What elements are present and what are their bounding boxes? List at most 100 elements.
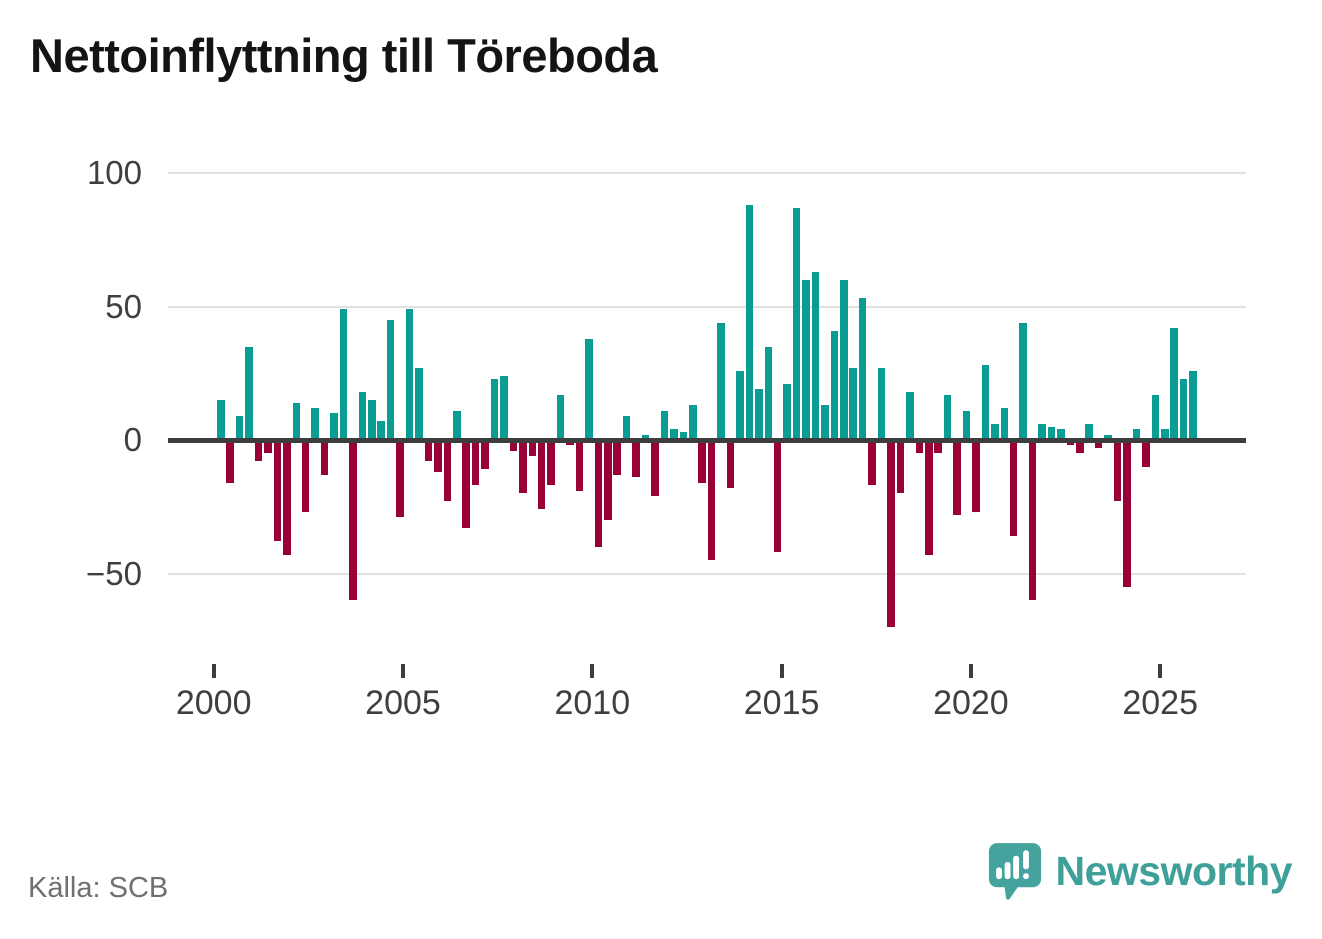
- bar-2008-q2: [528, 440, 537, 457]
- bar-2017-q2: [868, 440, 876, 486]
- bar-2024-q3: [1142, 440, 1150, 467]
- bar-2004-q4: [396, 440, 404, 518]
- bar-2008-q4: [547, 440, 555, 486]
- bar-2022-q2: [1057, 429, 1065, 440]
- newsworthy-wordmark: Newsworthy: [1055, 847, 1293, 894]
- bar-2019-q2: [943, 394, 952, 440]
- bar-2011-q1: [632, 440, 640, 478]
- bar-2005-q2: [415, 367, 423, 440]
- bar-2007-q1: [481, 440, 489, 470]
- bar-2011-q4: [660, 410, 669, 440]
- bar-2004-q3: [386, 319, 395, 440]
- y-tick-label-0: 0: [123, 421, 142, 458]
- bar-2013-q4: [736, 370, 744, 440]
- x-tick-2000: [211, 664, 216, 678]
- bar-2000-q2: [226, 440, 234, 483]
- bar-2023-q2: [1094, 440, 1103, 448]
- bar-2014-q4: [773, 440, 782, 553]
- bar-2000-q1: [217, 399, 225, 440]
- bar-2022-q4: [1076, 440, 1084, 454]
- newsworthy-logo-icon: [988, 843, 1041, 900]
- bar-2010-q1: [594, 440, 603, 547]
- bar-2018-q4: [925, 440, 933, 555]
- y-tick-label-50: 50: [105, 287, 142, 325]
- bar-2021-q2: [1019, 322, 1027, 440]
- bar-2024-q2: [1132, 429, 1141, 440]
- x-tick-2020: [968, 664, 973, 678]
- x-tick-label-2005: 2005: [365, 684, 441, 722]
- bar-2006-q3: [462, 440, 470, 529]
- bar-2018-q1: [896, 440, 905, 494]
- bar-2011-q2: [641, 434, 650, 440]
- bar-2015-q4: [811, 271, 820, 440]
- bar-2017-q1: [858, 298, 867, 440]
- bar-2013-q2: [717, 322, 725, 440]
- y-tick-label-minus50: −50: [86, 554, 142, 592]
- x-tick-2005: [401, 664, 405, 678]
- bar-2007-q4: [509, 440, 518, 451]
- bar-2006-q2: [453, 410, 461, 440]
- bar-2011-q3: [651, 440, 659, 497]
- bar-2003-q2: [339, 309, 348, 440]
- bar-2019-q4: [962, 410, 971, 440]
- bar-2001-q1: [254, 440, 263, 462]
- bar-2010-q4: [622, 415, 631, 440]
- y-tick-label-100: 100: [86, 154, 142, 191]
- chart-title: Nettoinflyttning till Töreboda: [30, 29, 658, 82]
- bar-2015-q3: [802, 279, 810, 440]
- bar-2022-q1: [1047, 426, 1056, 440]
- bar-2025-q4: [1189, 370, 1197, 440]
- bar-2016-q1: [821, 405, 829, 440]
- bar-2021-q4: [1038, 423, 1046, 440]
- x-tick-label-2010: 2010: [554, 684, 631, 722]
- x-tick-2010: [590, 664, 595, 678]
- bar-2001-q4: [283, 440, 291, 555]
- bar-2023-q3: [1104, 434, 1112, 440]
- bar-2001-q3: [273, 440, 282, 542]
- bar-2013-q1: [707, 440, 716, 561]
- newsworthy-logo: Newsworthy: [988, 842, 1293, 900]
- bar-2015-q2: [792, 207, 801, 440]
- bar-2021-q3: [1028, 440, 1037, 601]
- bar-2023-q4: [1113, 440, 1122, 502]
- bar-2017-q3: [877, 367, 886, 440]
- bar-2002-q3: [311, 407, 319, 440]
- bar-2025-q3: [1179, 378, 1188, 440]
- bar-2022-q3: [1066, 440, 1075, 446]
- bar-2002-q2: [301, 440, 310, 513]
- gridline--50: [168, 572, 1246, 575]
- x-tick-2015: [779, 664, 784, 678]
- bar-2018-q3: [915, 440, 924, 454]
- bar-2017-q4: [887, 440, 895, 627]
- bar-2020-q1: [972, 440, 980, 513]
- bar-2001-q2: [264, 440, 272, 454]
- bar-2006-q4: [471, 440, 480, 486]
- x-tick-label-2025: 2025: [1122, 684, 1199, 722]
- bar-2019-q3: [953, 440, 961, 515]
- bar-2009-q1: [556, 394, 565, 440]
- zero-line: [168, 437, 1246, 443]
- bar-2014-q2: [755, 389, 763, 440]
- bar-2000-q4: [245, 346, 253, 440]
- bar-2016-q2: [830, 330, 839, 440]
- bar-2018-q2: [906, 391, 914, 440]
- bar-2014-q3: [764, 346, 773, 440]
- bar-2019-q1: [934, 440, 942, 454]
- x-tick-label-2000: 2000: [175, 684, 252, 722]
- bar-2010-q3: [613, 440, 621, 475]
- bar-2016-q4: [849, 367, 857, 440]
- bar-2023-q1: [1085, 423, 1093, 440]
- x-tick-label-2015: 2015: [743, 684, 820, 722]
- bar-2005-q3: [424, 440, 433, 462]
- bar-2004-q1: [368, 399, 376, 440]
- bar-2012-q2: [679, 431, 688, 440]
- bar-2009-q4: [585, 338, 593, 440]
- bar-2003-q3: [349, 440, 357, 601]
- bar-2007-q2: [490, 378, 499, 440]
- x-tick-2025: [1158, 664, 1163, 678]
- bar-2005-q4: [434, 440, 442, 473]
- bar-2012-q3: [689, 405, 697, 440]
- bar-2021-q1: [1009, 440, 1018, 537]
